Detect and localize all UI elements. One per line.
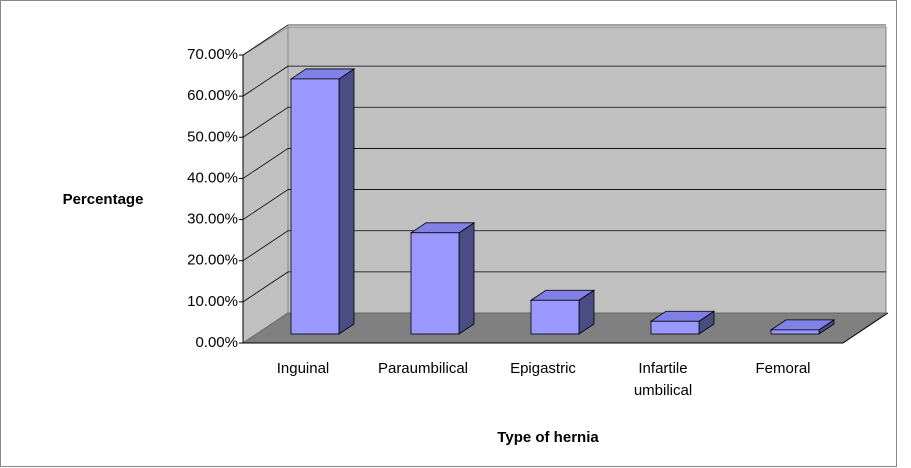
y-tick-label: 70.00% — [187, 46, 238, 63]
y-axis-title: Percentage — [63, 191, 144, 208]
x-axis-edge — [842, 312, 889, 344]
bar-side — [458, 222, 475, 335]
y-tick-label: 30.00% — [187, 211, 238, 228]
bar — [290, 78, 340, 335]
side-wall — [242, 26, 289, 344]
grid-line — [242, 189, 289, 220]
x-axis-title: Type of hernia — [497, 429, 599, 446]
bar — [410, 232, 460, 335]
grid-line — [242, 106, 289, 138]
x-tick-label: Femoral — [755, 360, 810, 377]
x-tick-label: Infartile umbilical — [634, 360, 692, 399]
y-tick-label: 0.00% — [195, 334, 238, 351]
y-tick-label: 20.00% — [187, 252, 238, 269]
bar — [650, 320, 700, 335]
grid-line — [242, 24, 289, 56]
grid-line — [242, 148, 289, 179]
y-tick-label: 40.00% — [187, 169, 238, 186]
grid-line — [242, 65, 289, 97]
x-tick-label: Paraumbilical — [378, 360, 468, 377]
y-tick-label: 10.00% — [187, 293, 238, 310]
bar — [770, 329, 820, 335]
x-tick-label: Inguinal — [277, 360, 330, 377]
bar — [530, 299, 580, 335]
y-tick-label: 50.00% — [187, 128, 238, 145]
y-tick-label: 60.00% — [187, 87, 238, 104]
grid-line — [242, 271, 289, 303]
back-wall — [287, 26, 887, 314]
x-tick-label: Epigastric — [510, 360, 576, 377]
grid-line — [242, 230, 289, 262]
bar-side — [338, 68, 355, 335]
